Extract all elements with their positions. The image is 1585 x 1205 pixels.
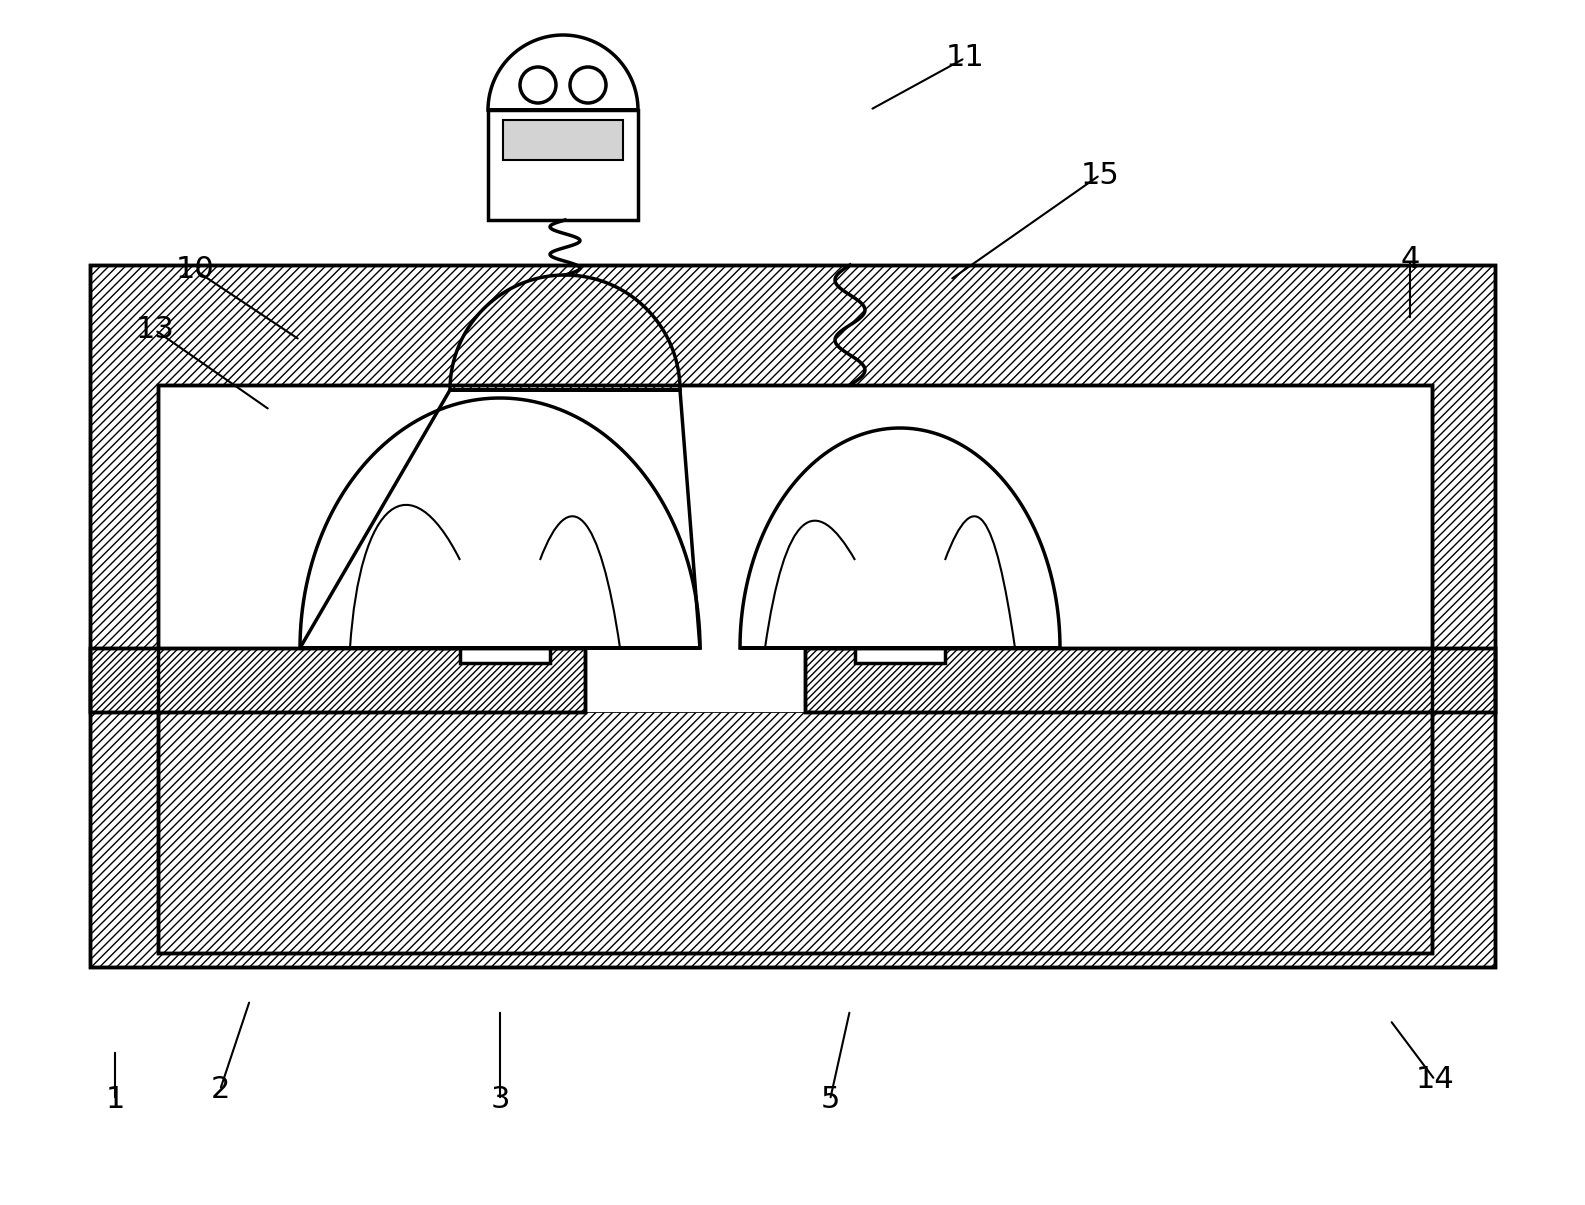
Text: 4: 4 [1400, 246, 1420, 275]
Polygon shape [300, 398, 701, 648]
Text: 3: 3 [490, 1086, 510, 1115]
Bar [502, 120, 623, 160]
Circle shape [571, 67, 605, 102]
Text: 10: 10 [176, 255, 214, 284]
Polygon shape [158, 386, 1431, 953]
Text: 2: 2 [211, 1076, 230, 1105]
Polygon shape [90, 265, 1495, 966]
Bar [854, 648, 945, 663]
Bar [455, 560, 555, 588]
Text: 5: 5 [821, 1086, 840, 1115]
Bar [835, 588, 965, 648]
Polygon shape [158, 712, 1431, 953]
Bar [441, 588, 571, 648]
Polygon shape [805, 648, 1495, 712]
Bar [850, 560, 949, 588]
Text: 1: 1 [105, 1086, 125, 1115]
Bar [460, 648, 550, 663]
Polygon shape [488, 35, 639, 110]
Polygon shape [90, 648, 585, 712]
Text: 11: 11 [946, 43, 984, 72]
Circle shape [520, 67, 556, 102]
Text: 15: 15 [1081, 160, 1119, 189]
Text: 13: 13 [136, 316, 174, 345]
Polygon shape [740, 428, 1060, 648]
Text: 14: 14 [1415, 1065, 1455, 1094]
Polygon shape [450, 275, 680, 390]
Polygon shape [488, 110, 639, 221]
